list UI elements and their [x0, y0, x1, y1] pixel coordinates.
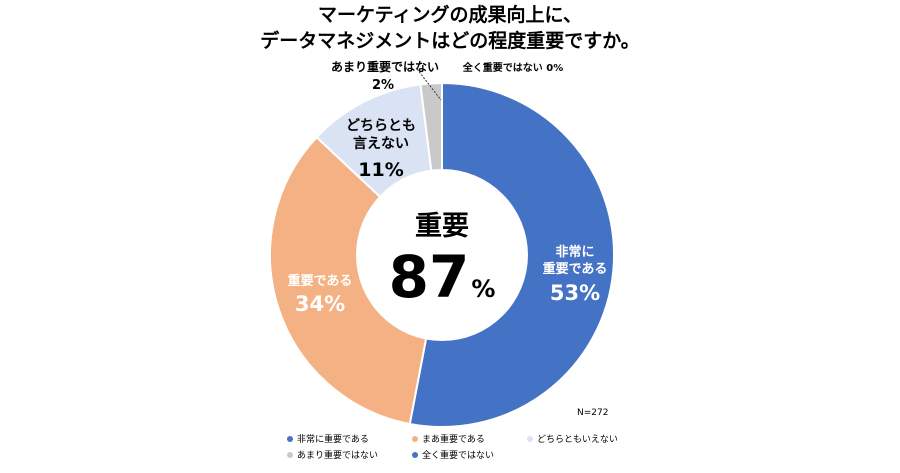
slice-label-2-line-1: 重要である	[288, 273, 353, 289]
legend-item: まあ重要である	[412, 432, 485, 445]
legend-swatch	[527, 435, 533, 442]
legend-item: どちらともいえない	[527, 432, 618, 445]
donut-hole	[356, 169, 528, 341]
center-value: 87	[389, 243, 470, 311]
slice-label-4-line-1: あまり重要ではない	[331, 59, 439, 74]
legend-item: 全く重要ではない	[412, 448, 494, 461]
legend-label: 非常に重要である	[297, 435, 369, 445]
legend-label: どちらともいえない	[537, 435, 618, 445]
leader-line	[416, 68, 442, 101]
slice-label-1-line-2: 重要である	[543, 261, 608, 277]
svg-text:87%: 87%	[389, 243, 496, 311]
legend-swatch	[287, 451, 293, 458]
sample-size-note: N=272	[577, 408, 609, 418]
slice-value-3: 11%	[358, 159, 403, 181]
slice-value-4: 2%	[372, 78, 394, 93]
chart-title-line-1: マーケティングの成果向上に、	[318, 4, 582, 26]
slice-label-3-line-2: 言えない	[353, 135, 409, 152]
legend-item: あまり重要ではない	[287, 448, 378, 461]
slice-2	[269, 135, 444, 426]
legend-label: まあ重要である	[422, 435, 485, 445]
legend-swatch	[412, 435, 418, 442]
legend-item: 非常に重要である	[287, 432, 369, 445]
legend-swatch	[287, 435, 293, 442]
slice-label-5: 全く重要ではない 0%	[462, 61, 563, 74]
chart-title-line-2: データマネジメントはどの程度重要ですか。	[260, 30, 640, 52]
legend-label: あまり重要ではない	[297, 451, 379, 461]
slice-value-1: 53%	[550, 281, 600, 305]
slice-label-1-line-1: 非常に	[555, 244, 594, 260]
slice-label-3-line-1: どちらとも	[346, 118, 416, 134]
chart-title: マーケティングの成果向上に、 データマネジメントはどの程度重要ですか。	[0, 2, 900, 54]
center-label: 重要	[415, 211, 469, 242]
slice-value-2: 34%	[295, 292, 345, 316]
legend-swatch	[412, 451, 418, 458]
legend-label: 全く重要ではない	[422, 451, 495, 461]
center-unit: %	[471, 275, 495, 303]
